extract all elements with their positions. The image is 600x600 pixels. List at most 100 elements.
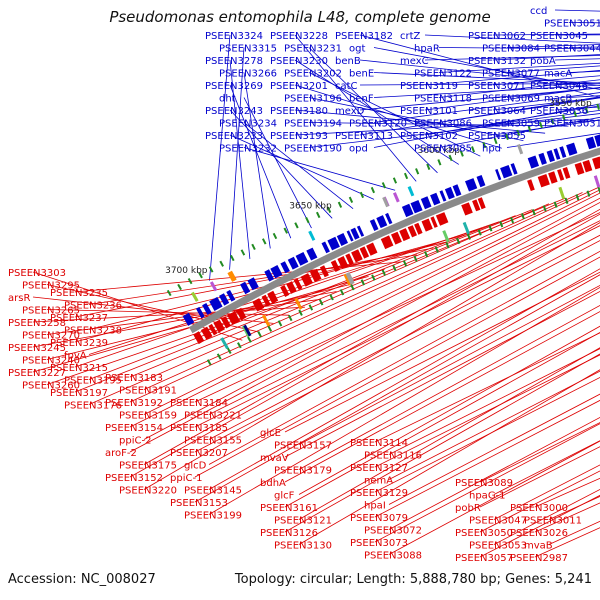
reverse-gene-label: PSEEN3237 [50,313,108,324]
scale-tick [294,222,299,229]
scale-tick [283,227,288,234]
scale-tick [596,103,600,110]
connector-line [284,331,600,508]
scale-tick [177,283,182,291]
connector-line [143,189,600,415]
forward-gene-feature [202,303,212,315]
connector-line [374,354,600,468]
connector-line [493,464,600,520]
forward-gene-feature [369,219,379,231]
connector-line [88,215,516,380]
reverse-gene-label: PSEEN3258 [8,318,66,329]
scale-tick [575,194,580,201]
map-title: Pseudomonas entomophila L48, complete ge… [109,8,491,26]
forward-gene-label: PSEEN3228 [270,31,328,42]
forward-gene-feature [264,269,275,282]
reverse-gene-feature [227,311,241,325]
forward-gene-feature [209,296,223,311]
scale-label: 3700 kbp [165,266,208,276]
reverse-gene-label: PSEEN3161 [260,503,318,514]
reverse-gene-feature [562,167,571,179]
scale-tick [308,304,314,311]
connector-line [284,290,600,458]
reverse-gene-label: PSEEN3057 [455,553,513,564]
reverse-gene-label: PSEEN3303 [8,268,66,279]
forward-gene-feature [546,150,555,163]
connector-line [374,376,600,493]
reverse-gene-label: PSEEN3220 [119,486,177,497]
connector-line [424,86,600,111]
forward-gene-label: PSEEN3051 [544,19,600,30]
scale-tick [527,125,532,133]
reverse-gene-label: PSEEN3129 [350,488,408,499]
forward-gene-feature [287,256,299,270]
forward-gene-feature [553,148,561,160]
scale-tick [247,336,252,343]
forward-gene-feature [401,203,414,218]
reverse-gene-label: PSEEN3191 [119,386,177,397]
connector-line [74,209,533,393]
reverse-gene-label: glcD [184,461,207,472]
connector-line [492,33,600,36]
connector-line [243,147,396,191]
forward-gene-label: PSEEN3055 [468,131,526,142]
connector-line [143,192,583,390]
connector-line [208,234,600,440]
scale-tick [471,146,476,153]
forward-gene-label: PSEEN3315 [219,44,277,55]
scale-tick [488,225,493,232]
forward-gene-label: pobA [530,56,556,67]
forward-gene-feature [538,152,547,165]
connector-line [298,369,600,545]
reverse-gene-feature [236,307,247,321]
gene-features [182,134,600,350]
connector-line [424,70,600,86]
reverse-gene-label: ppiC-1 [170,473,202,484]
scale-tick [337,201,343,208]
reverse-gene-label: PSEEN3227 [8,368,66,379]
reverse-gene-feature [330,260,340,272]
genome-backbone [188,147,600,334]
scale-tick [237,342,242,349]
reverse-gene-feature [193,331,205,345]
reverse-gene-feature [310,268,322,283]
forward-gene-label: PSEEN3069 [482,94,540,105]
reverse-gene-label: PSEEN3116 [364,451,422,462]
scale-tick [520,213,525,220]
connector-line [129,197,566,378]
reverse-gene-label: PSEEN3047 [469,516,527,527]
reverse-gene-feature [380,235,394,250]
scale-tick [198,272,203,279]
forward-gene-label: benF [349,94,374,105]
reverse-gene-feature [208,323,218,336]
scale-tick [206,359,212,366]
connector-line [388,370,600,480]
connector-line [374,332,600,443]
scale-tick [392,264,397,272]
scale-tick [561,114,566,121]
scale-tick [350,284,355,291]
connector-line [46,309,290,316]
forward-gene-label: PSEEN3085 [414,144,472,155]
reverse-gene-feature [345,253,354,266]
forward-gene-label: PSEEN3031 [544,119,600,130]
forward-gene-feature [280,261,290,274]
reverse-gene-label: PSEEN3011 [524,516,582,527]
forward-gene-label: PSEEN3062 [468,31,526,42]
forward-gene-label: hpaR [414,44,440,55]
scale-tick [240,249,246,256]
forward-gene-label: PSEEN3193 [270,131,328,142]
forward-gene-label: PSEEN3230 [270,56,328,67]
scale-tick [359,191,365,199]
connector-line [294,84,502,149]
reverse-gene-feature [414,222,423,235]
scale-tick [477,229,482,236]
forward-gene-feature [510,163,518,175]
misc-feature [407,186,415,197]
reverse-gene-label: PSEEN3072 [364,526,422,537]
scale-tick [456,237,461,245]
scale-tick [597,186,600,194]
reverse-gene-feature [472,199,481,212]
forward-gene-feature [476,175,486,188]
forward-gene-label: ccd [530,6,547,17]
